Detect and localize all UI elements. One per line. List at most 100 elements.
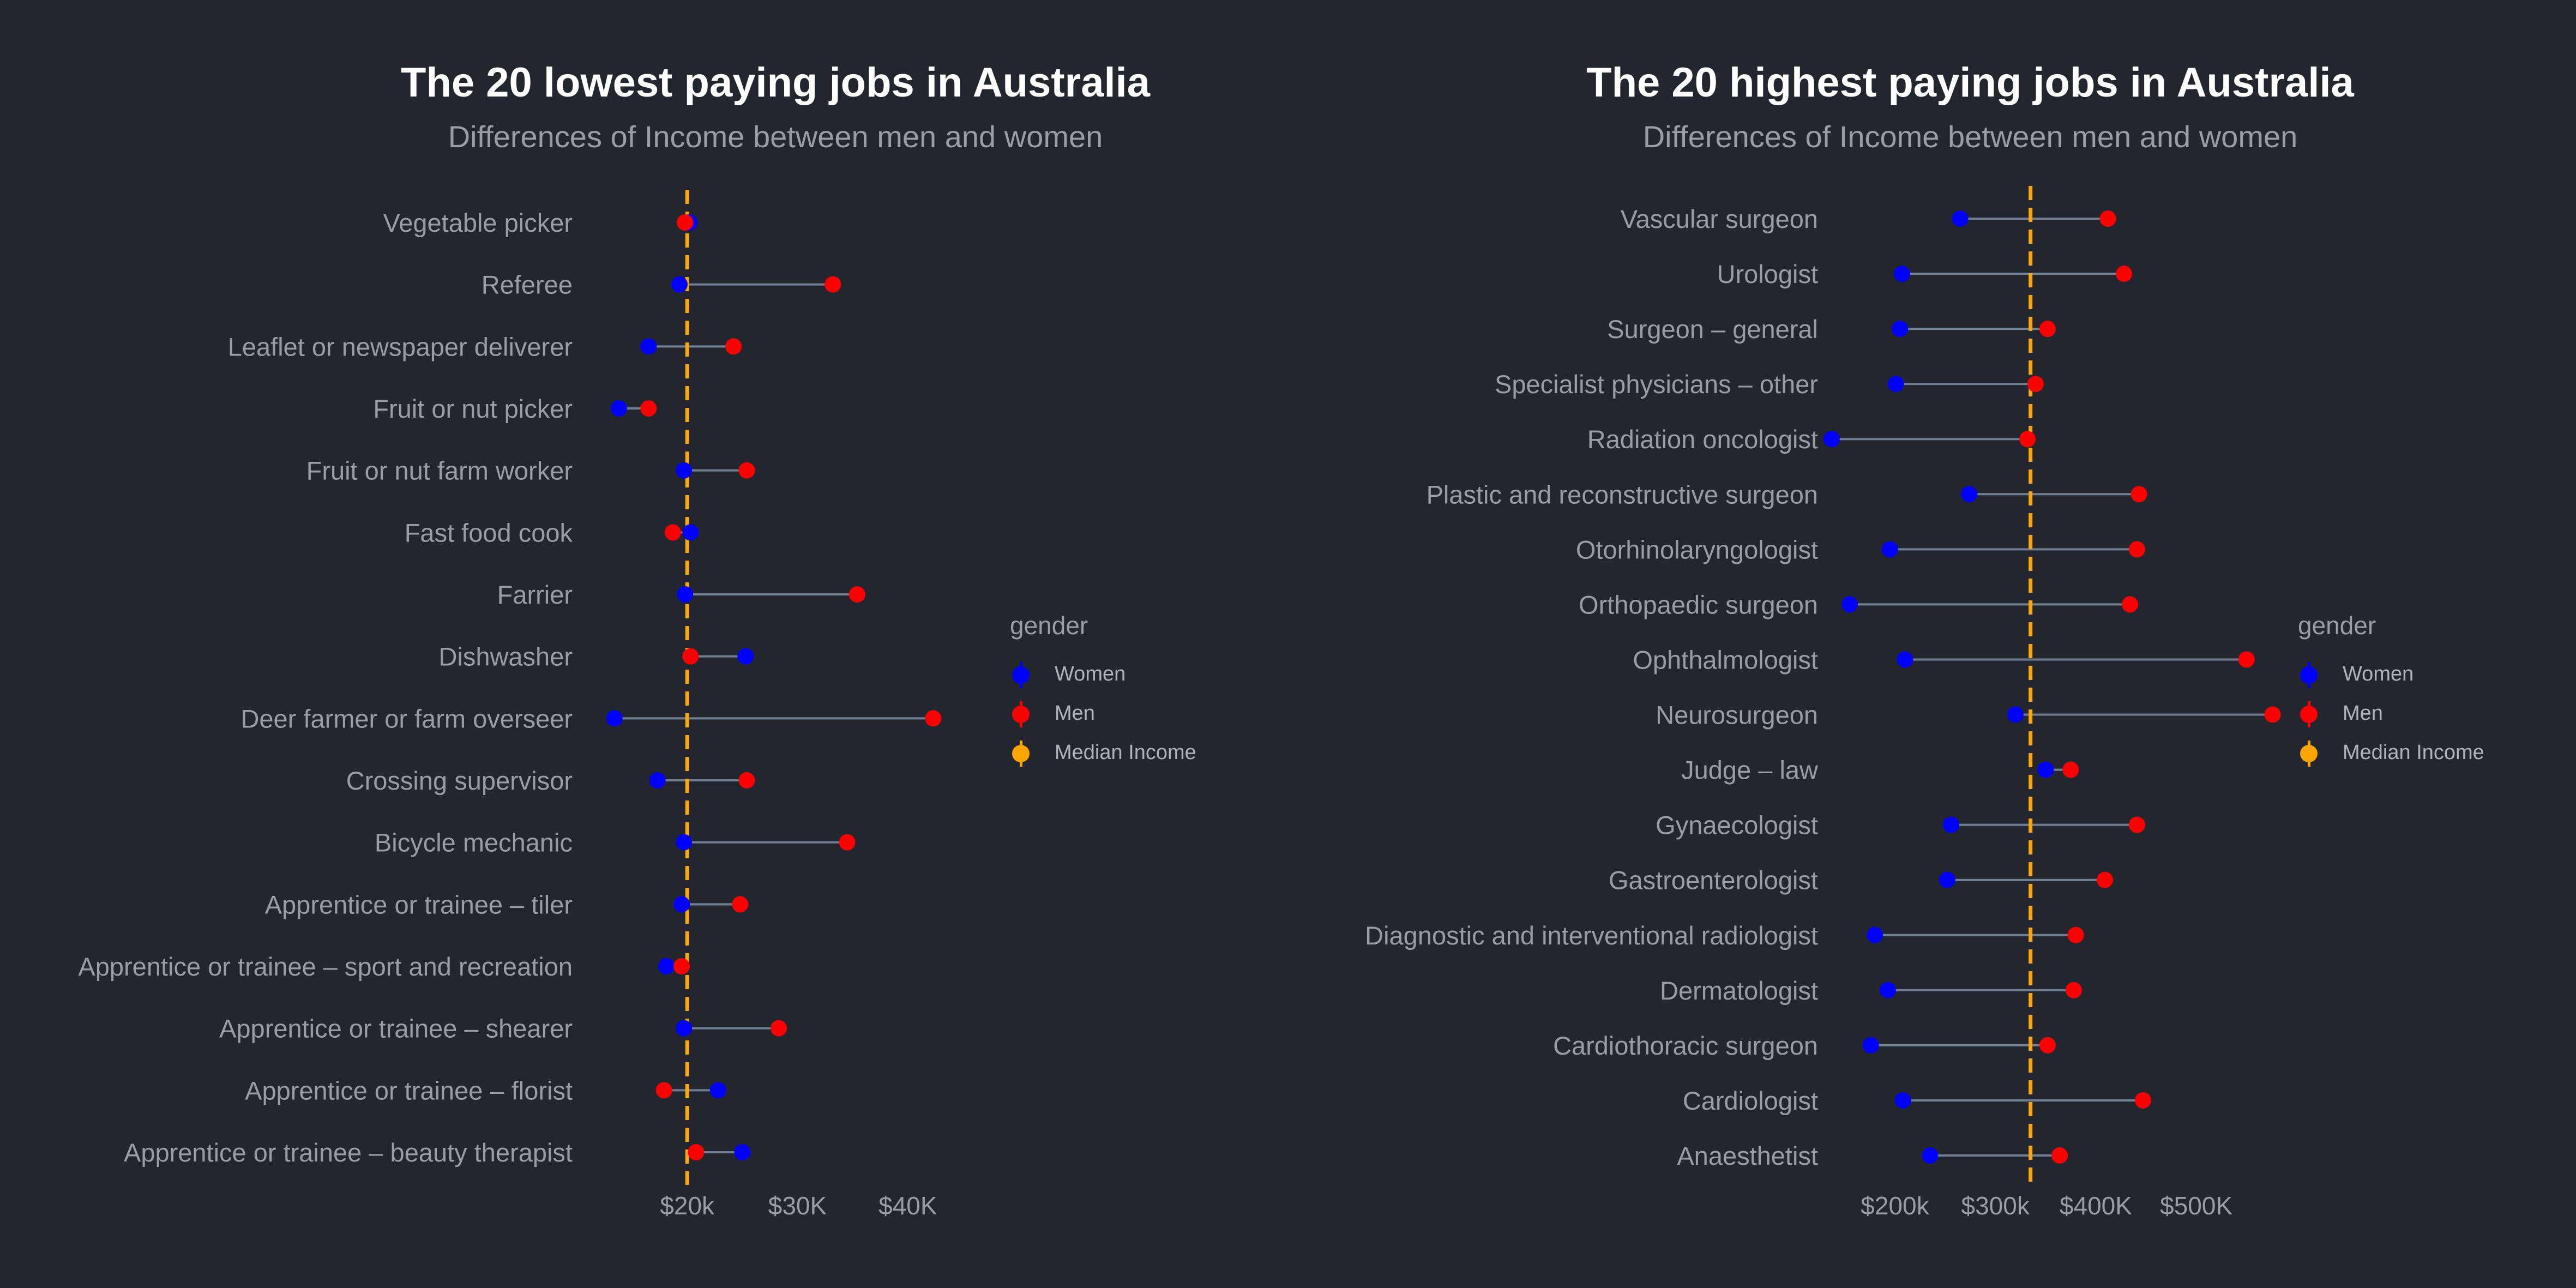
chart-panel-lowest: The 20 lowest paying jobs in Australia D… — [78, 59, 1196, 1220]
women-point — [1952, 210, 1969, 227]
women-point — [1922, 1147, 1939, 1164]
median-key-icon — [2298, 733, 2320, 772]
category-label: Apprentice or trainee – beauty therapist — [124, 1138, 573, 1167]
women-point — [676, 462, 693, 479]
men-point — [2128, 816, 2145, 833]
category-label: Apprentice or trainee – shearer — [219, 1014, 573, 1043]
category-label: Judge – law — [1681, 756, 1819, 785]
men-point — [2027, 376, 2044, 393]
legend-label-women: Women — [1055, 662, 1126, 685]
chart-title: The 20 lowest paying jobs in Australia — [401, 59, 1150, 106]
x-tick-label: $500K — [2160, 1191, 2232, 1220]
men-point — [682, 648, 699, 665]
x-tick-label: $400K — [2060, 1191, 2132, 1220]
legend-item-median: Median Income — [1010, 733, 1196, 772]
legend-label-median: Median Income — [1055, 741, 1196, 764]
men-point — [2135, 1092, 2152, 1109]
men-point — [2067, 926, 2084, 943]
plot-area: Vegetable picker Referee Leaflet or newspa… — [78, 190, 942, 1220]
legend-label-median: Median Income — [2343, 741, 2484, 764]
women-point — [1893, 266, 1910, 282]
legend-title: gender — [1010, 611, 1088, 640]
chart-subtitle: Differences of Income between men and wo… — [448, 119, 1103, 154]
x-tick-label: $300k — [1961, 1191, 2030, 1220]
legend-label-women: Women — [2343, 662, 2414, 685]
men-point — [2019, 431, 2036, 448]
men-point — [2039, 321, 2056, 338]
men-point — [2062, 761, 2079, 778]
legend: gender Women Men Median Income — [2298, 611, 2484, 772]
women-point — [734, 1144, 751, 1160]
women-point — [640, 338, 657, 355]
category-label: Dishwasher — [438, 642, 573, 671]
men-point — [677, 214, 694, 231]
category-label: Gastroenterologist — [1609, 866, 1818, 895]
women-key-icon — [2298, 654, 2320, 694]
x-tick-label: $30K — [768, 1191, 827, 1220]
category-label: Surgeon – general — [1607, 315, 1818, 344]
category-label: Plastic and reconstructive surgeon — [1427, 480, 1818, 509]
men-point — [655, 1082, 672, 1099]
women-point — [2037, 761, 2054, 778]
category-label: Apprentice or trainee – florist — [245, 1076, 573, 1105]
x-tick-label: $20k — [660, 1191, 715, 1220]
category-label: Deer farmer or farm overseer — [240, 704, 573, 733]
legend-item-median: Median Income — [2298, 733, 2484, 772]
category-label: Referee — [482, 270, 573, 299]
category-label: Cardiothoracic surgeon — [1553, 1031, 1818, 1060]
women-point — [649, 772, 666, 789]
women-point — [1894, 1092, 1911, 1109]
men-point — [688, 1144, 705, 1160]
women-point — [606, 710, 623, 727]
men-point — [2039, 1037, 2056, 1054]
legend-item-men: Men — [2298, 694, 2484, 733]
legend: gender Women Men Median Income — [1010, 611, 1196, 772]
dumbbell-plot-lowest: Vegetable picker Referee Leaflet or newspa… — [78, 190, 942, 1220]
men-point — [2051, 1147, 2068, 1164]
men-point — [824, 276, 841, 293]
category-label: Vegetable picker — [383, 208, 573, 237]
men-point — [2122, 596, 2139, 613]
women-point — [1943, 816, 1960, 833]
men-point — [2264, 706, 2281, 723]
men-point — [738, 772, 755, 789]
category-label: Orthopaedic surgeon — [1579, 590, 1818, 619]
category-label: Bicycle mechanic — [375, 828, 573, 857]
men-point — [673, 958, 690, 974]
category-label: Otorhinolaryngologist — [1576, 535, 1818, 564]
women-key-icon — [1010, 654, 1032, 694]
men-point — [664, 524, 681, 541]
category-label: Specialist physicians – other — [1495, 370, 1818, 399]
category-label: Gynaecologist — [1656, 811, 1818, 840]
category-label: Crossing supervisor — [346, 766, 573, 795]
legend-label-men: Men — [1055, 701, 1095, 725]
women-point — [2007, 706, 2024, 723]
women-point — [676, 1020, 693, 1037]
category-label: Radiation oncologist — [1587, 425, 1818, 454]
men-point — [732, 896, 749, 913]
men-point — [839, 834, 856, 851]
women-point — [1880, 982, 1897, 998]
category-label: Urologist — [1717, 260, 1818, 288]
median-key-icon — [1010, 733, 1032, 772]
x-tick-label: $40K — [878, 1191, 937, 1220]
women-point — [1881, 541, 1898, 558]
men-point — [2097, 871, 2114, 888]
men-point — [2065, 982, 2082, 998]
women-point — [1939, 871, 1955, 888]
women-point — [658, 958, 675, 974]
category-label: Anaesthetist — [1677, 1141, 1818, 1170]
plot-area: Vascular surgeon Urologist Surgeon – gener… — [1365, 186, 2281, 1220]
category-label: Fast food cook — [405, 518, 573, 547]
women-point — [1823, 431, 1840, 448]
women-point — [1841, 596, 1858, 613]
women-point — [737, 648, 754, 665]
men-point — [2130, 486, 2147, 503]
category-label: Ophthalmologist — [1633, 645, 1818, 674]
women-point — [677, 586, 694, 603]
category-label: Dermatologist — [1660, 976, 1818, 1005]
men-point — [2238, 651, 2255, 668]
legend-item-women: Women — [1010, 654, 1196, 694]
women-point — [1897, 651, 1913, 668]
women-point — [1887, 376, 1904, 393]
